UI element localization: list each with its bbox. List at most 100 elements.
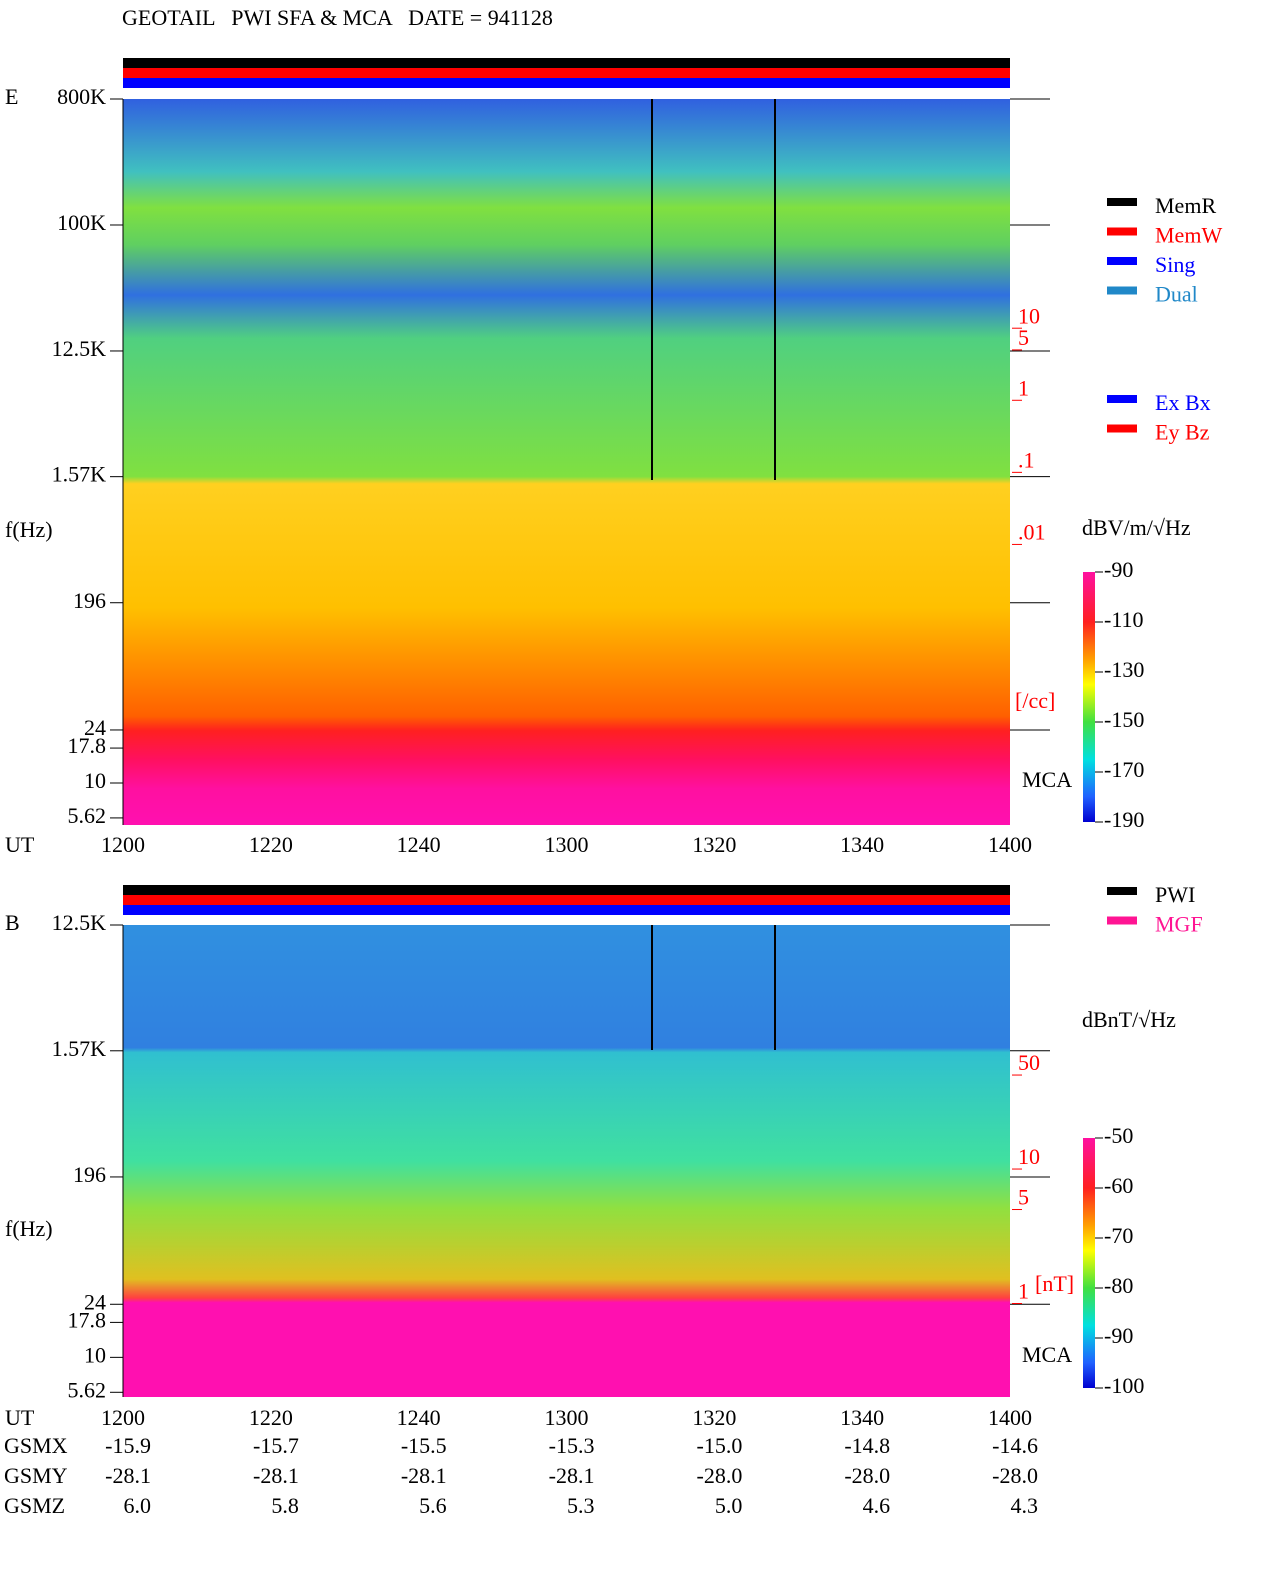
- orbit-value: -28.0: [992, 1463, 1038, 1488]
- spectrogram: [123, 925, 1010, 1397]
- legend-swatch: [1107, 286, 1137, 295]
- x-tick-label: 1200: [101, 1405, 145, 1430]
- legend-label: MGF: [1155, 912, 1203, 937]
- y2-tick-label: 5: [1018, 325, 1029, 350]
- colorbar-tick-label: -70: [1104, 1223, 1133, 1248]
- legend-swatch: [1107, 887, 1137, 895]
- legend-label: Ex Bx: [1155, 390, 1211, 415]
- legend-swatch: [1107, 916, 1137, 925]
- panel-label: E: [5, 84, 18, 109]
- legend-label: PWI: [1155, 882, 1195, 907]
- colorbar: [1083, 572, 1095, 822]
- orbit-label: GSMX: [4, 1433, 68, 1458]
- orbit-value: 5.0: [715, 1493, 743, 1518]
- y2-tick-label: .01: [1018, 519, 1046, 544]
- y2-tick-label: 1: [1018, 375, 1029, 400]
- y-tick-label: 1.57K: [52, 462, 107, 487]
- x-tick-label: 1400: [988, 1405, 1032, 1430]
- y-tick-label: 800K: [57, 84, 106, 109]
- colorbar-tick-label: -90: [1104, 1323, 1133, 1348]
- y2-unit: [/cc]: [1015, 688, 1055, 713]
- orbit-value: -15.7: [253, 1433, 299, 1458]
- orbit-value: -14.6: [992, 1433, 1038, 1458]
- x-tick-label: 1400: [988, 832, 1032, 857]
- x-tick-label: 1220: [249, 832, 293, 857]
- legend-swatch: [1107, 424, 1137, 433]
- colorbar-tick-label: -130: [1104, 657, 1144, 682]
- panel-label: B: [5, 910, 20, 935]
- colorbar-tick-label: -60: [1104, 1173, 1133, 1198]
- x-tick-label: 1240: [397, 832, 441, 857]
- band-label: MCA: [1022, 1342, 1072, 1367]
- colorbar-tick-label: -170: [1104, 757, 1144, 782]
- orbit-value: 4.6: [863, 1493, 891, 1518]
- legend-swatch: [1107, 257, 1137, 265]
- y-tick-label: 10: [84, 768, 106, 793]
- x-axis-label: UT: [5, 832, 35, 857]
- orbit-value: 5.6: [419, 1493, 447, 1518]
- x-tick-label: 1300: [545, 1405, 589, 1430]
- orbit-value: -15.9: [105, 1433, 151, 1458]
- band-label: MCA: [1022, 767, 1072, 792]
- y-tick-label: 24: [84, 1289, 106, 1314]
- y-axis-label: f(Hz): [5, 517, 53, 542]
- legend-swatch: [1107, 395, 1137, 403]
- legend-label: Sing: [1155, 252, 1195, 277]
- title: GEOTAIL PWI SFA & MCA DATE = 941128: [122, 5, 553, 30]
- colorbar-tick-label: -90: [1104, 557, 1133, 582]
- x-axis-label: UT: [5, 1405, 35, 1430]
- colorbar-tick-label: -150: [1104, 707, 1144, 732]
- y-tick-label: 100K: [57, 210, 106, 235]
- legend-swatch: [1107, 198, 1137, 206]
- y-tick-label: 12.5K: [52, 910, 107, 935]
- y2-unit: [nT]: [1035, 1271, 1074, 1296]
- legend-label: MemR: [1155, 193, 1216, 218]
- y2-tick-label: 10: [1018, 303, 1040, 328]
- y-tick-label: 5.62: [68, 803, 107, 828]
- orbit-label: GSMZ: [4, 1493, 65, 1518]
- y-tick-label: 17.8: [68, 1307, 107, 1332]
- x-tick-label: 1200: [101, 832, 145, 857]
- legend-swatch: [1107, 227, 1137, 236]
- x-tick-label: 1220: [249, 1405, 293, 1430]
- orbit-value: -28.1: [549, 1463, 595, 1488]
- orbit-value: 4.3: [1011, 1493, 1039, 1518]
- x-tick-label: 1340: [840, 1405, 884, 1430]
- x-tick-label: 1320: [692, 832, 736, 857]
- colorbar-tick-label: -190: [1104, 807, 1144, 832]
- orbit-value: 6.0: [124, 1493, 152, 1518]
- y-tick-label: 1.57K: [52, 1036, 107, 1061]
- colorbar-label: dBV/m/√Hz: [1082, 515, 1191, 540]
- y-tick-label: 196: [73, 1162, 106, 1187]
- legend-label: MemW: [1155, 223, 1222, 248]
- y-tick-label: 10: [84, 1342, 106, 1367]
- orbit-value: -28.1: [105, 1463, 151, 1488]
- orbit-value: 5.3: [567, 1493, 595, 1518]
- x-tick-label: 1320: [692, 1405, 736, 1430]
- y-tick-label: 12.5K: [52, 336, 107, 361]
- colorbar-tick-label: -80: [1104, 1273, 1133, 1298]
- y-axis-label: f(Hz): [5, 1216, 53, 1241]
- orbit-label: GSMY: [4, 1463, 68, 1488]
- spectrogram: [123, 99, 1010, 825]
- orbit-value: -28.1: [253, 1463, 299, 1488]
- data-gap-lines: [651, 99, 776, 1050]
- y2-tick-label: 1: [1018, 1279, 1029, 1304]
- y-tick-label: 196: [73, 588, 106, 613]
- orbit-value: -28.0: [844, 1463, 890, 1488]
- legend-label: Dual: [1155, 282, 1198, 307]
- orbit-value: -15.5: [401, 1433, 447, 1458]
- status-bars: [123, 58, 1010, 915]
- orbit-value: -28.0: [697, 1463, 743, 1488]
- x-tick-label: 1300: [545, 832, 589, 857]
- x-tick-label: 1240: [397, 1405, 441, 1430]
- y-tick-label: 5.62: [68, 1377, 107, 1402]
- orbit-value: -15.3: [549, 1433, 595, 1458]
- colorbar: [1083, 1138, 1095, 1388]
- orbit-value: -28.1: [401, 1463, 447, 1488]
- y-tick-label: 24: [84, 715, 106, 740]
- colorbar-tick-label: -100: [1104, 1373, 1144, 1398]
- y2-tick-label: 50: [1018, 1050, 1040, 1075]
- x-tick-label: 1340: [840, 832, 884, 857]
